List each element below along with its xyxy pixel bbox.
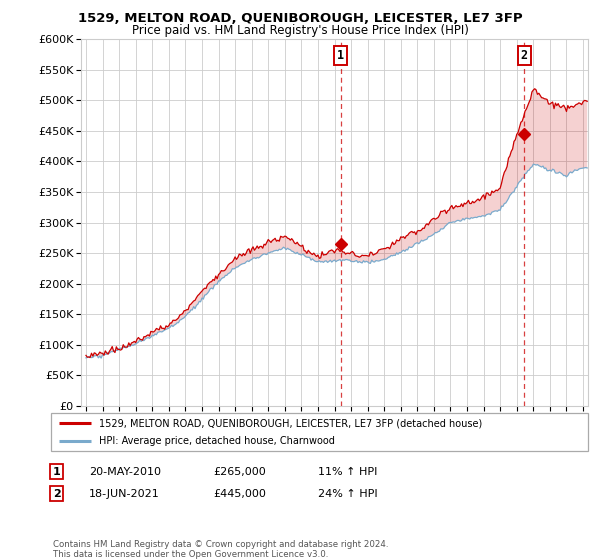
Text: 2: 2	[521, 49, 528, 62]
Text: Price paid vs. HM Land Registry's House Price Index (HPI): Price paid vs. HM Land Registry's House …	[131, 24, 469, 37]
Text: 2: 2	[53, 489, 61, 499]
Text: 1: 1	[337, 49, 344, 62]
Text: £265,000: £265,000	[213, 466, 266, 477]
Text: £445,000: £445,000	[213, 489, 266, 499]
Text: 18-JUN-2021: 18-JUN-2021	[89, 489, 160, 499]
Text: 20-MAY-2010: 20-MAY-2010	[89, 466, 161, 477]
Text: 1529, MELTON ROAD, QUENIBOROUGH, LEICESTER, LE7 3FP: 1529, MELTON ROAD, QUENIBOROUGH, LEICEST…	[77, 12, 523, 25]
Text: 1529, MELTON ROAD, QUENIBOROUGH, LEICESTER, LE7 3FP (detached house): 1529, MELTON ROAD, QUENIBOROUGH, LEICEST…	[100, 418, 482, 428]
Text: 11% ↑ HPI: 11% ↑ HPI	[318, 466, 377, 477]
Text: Contains HM Land Registry data © Crown copyright and database right 2024.
This d: Contains HM Land Registry data © Crown c…	[53, 540, 388, 559]
Text: HPI: Average price, detached house, Charnwood: HPI: Average price, detached house, Char…	[100, 436, 335, 446]
Text: 1: 1	[53, 466, 61, 477]
Text: 24% ↑ HPI: 24% ↑ HPI	[318, 489, 377, 499]
